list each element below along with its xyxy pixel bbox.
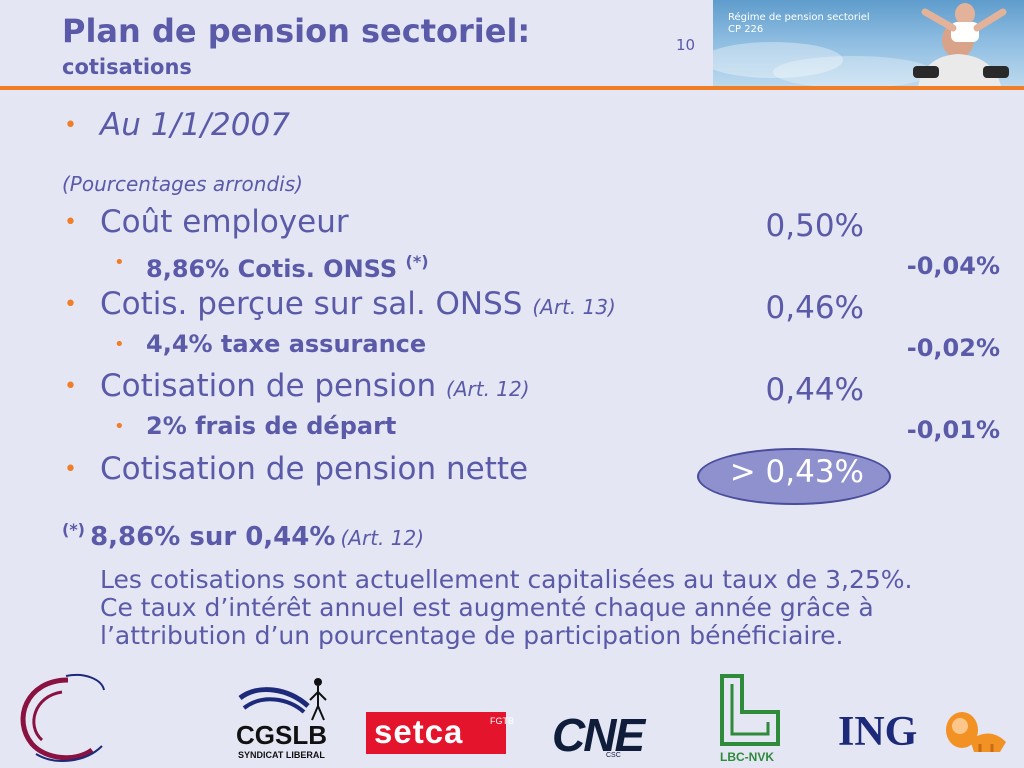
bullet-icon: • <box>64 374 77 399</box>
row-value-net-pension: > 0,43% <box>729 454 864 490</box>
sub-bullet-icon: • <box>114 252 125 273</box>
row-label-text: Coût employeur <box>100 204 349 240</box>
setca-logo-side: FGTB <box>490 716 514 726</box>
photo-caption-line-1: Régime de pension sectoriel <box>728 12 870 23</box>
footnote-text: 8,86% sur 0,44% <box>90 522 336 552</box>
partner-logos: CGSLB SYNDICAT LIBERAL setca FGTB CNE CS… <box>0 668 1024 768</box>
cgslb-logo-name: CGSLB <box>236 720 327 750</box>
setca-logo: setca FGTB <box>366 712 514 754</box>
ing-logo-name: ING <box>838 709 918 755</box>
row-label-net-pension: Cotisation de pension nette <box>100 451 529 487</box>
header-photo: Régime de pension sectoriel CP 226 <box>713 0 1024 86</box>
footnote-reference: (*) <box>405 252 429 271</box>
cgslb-logo-sub: SYNDICAT LIBERAL <box>238 750 325 760</box>
family-photo-illustration <box>713 3 1009 86</box>
photo-caption: Régime de pension sectoriel CP 226 <box>728 12 870 36</box>
header-divider <box>0 86 1024 90</box>
row-value-onss-contribution: 0,46% <box>765 290 864 326</box>
footnote-article: (Art. 12) <box>340 526 425 550</box>
row-label-text: Cotis. perçue sur sal. ONSS <box>100 286 523 322</box>
sub-value-departure-fees: -0,01% <box>906 416 1000 444</box>
date-bullet: Au 1/1/2007 <box>100 107 290 143</box>
slide-subtitle: cotisations <box>62 55 192 79</box>
capitalisation-paragraph: Les cotisations sont actuellement capita… <box>100 565 913 650</box>
cne-logo-name: CNE <box>552 709 645 761</box>
sub-value-onss: -0,04% <box>906 252 1000 280</box>
sub-label-departure-fees: 2% frais de départ <box>146 412 397 440</box>
bullet-icon: • <box>64 292 77 317</box>
row-label-pension-contribution: Cotisation de pension (Art. 12) <box>100 368 530 407</box>
sector-emblem-icon <box>20 674 105 762</box>
slide-title: Plan de pension sectoriel: <box>62 12 531 50</box>
cne-logo-sub: CSC <box>606 752 621 759</box>
article-reference: (Art. 13) <box>532 295 616 319</box>
ing-lion-icon <box>946 712 1006 752</box>
article-reference: (Art. 12) <box>446 377 530 401</box>
sub-bullet-icon: • <box>114 416 125 437</box>
rounding-note: (Pourcentages arrondis) <box>62 172 303 196</box>
bullet-icon: • <box>64 457 77 482</box>
row-value-employer-cost: 0,50% <box>765 208 864 244</box>
footnote-mark: (*) <box>62 520 85 539</box>
bullet-icon: • <box>64 113 77 138</box>
row-value-pension-contribution: 0,44% <box>765 372 864 408</box>
sub-label-onss: 8,86% Cotis. ONSS (*) <box>146 247 429 284</box>
sub-bullet-icon: • <box>114 334 125 355</box>
sub-value-insurance-tax: -0,02% <box>906 334 1000 362</box>
bullet-icon: • <box>64 210 77 235</box>
row-label-employer-cost: Coût employeur <box>100 204 349 240</box>
row-label-onss-contribution: Cotis. perçue sur sal. ONSS (Art. 13) <box>100 286 616 325</box>
sub-label-insurance-tax: 4,4% taxe assurance <box>146 330 427 358</box>
lbc-nvk-logo-icon <box>720 674 780 746</box>
cgslb-logo-icon <box>238 678 327 721</box>
lbc-nvk-logo-name: LBC-NVK <box>720 750 774 764</box>
page-number: 10 <box>676 36 696 54</box>
highlight-ellipse <box>697 448 891 505</box>
photo-caption-line-2: CP 226 <box>728 24 764 35</box>
sub-label-text: 8,86% Cotis. ONSS <box>146 255 398 283</box>
row-label-text: Cotisation de pension <box>100 368 437 404</box>
setca-logo-name: setca <box>374 713 464 750</box>
footnote: (*) 8,86% sur 0,44% (Art. 12) <box>62 520 424 552</box>
